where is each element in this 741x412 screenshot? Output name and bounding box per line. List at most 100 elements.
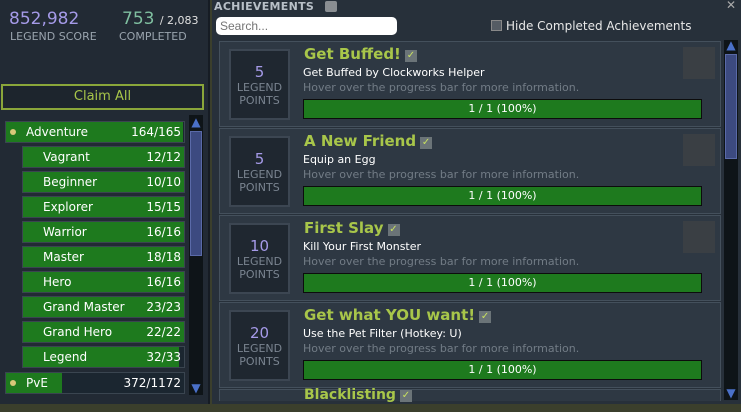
category-master[interactable]: Master 18/18 [22,246,185,268]
scroll-up-icon[interactable]: ▲ [191,115,201,129]
legend-points-box: 5 LEGEND POINTS [229,49,290,120]
legend-points-box: 5 LEGEND POINTS [229,136,290,207]
achievement-hint: Hover over the progress bar for more inf… [303,168,580,181]
scroll-up-icon[interactable]: ▲ [726,38,736,52]
egg-icon [683,47,715,79]
bullet-icon [10,129,16,135]
category-label: Vagrant [43,150,90,164]
achievement-hint: Hover over the progress bar for more inf… [303,255,580,268]
category-beginner[interactable]: Beginner 10/10 [22,171,185,193]
category-progress-fill [23,147,184,167]
category-count: 22/22 [146,325,181,339]
title-text: Get Buffed! [304,45,401,63]
claim-all-button[interactable]: Claim All [1,84,204,110]
progress-bar[interactable]: 1 / 1 (100%) [303,273,702,293]
category-progress-fill [23,172,184,192]
achievement-description: Get Buffed by Clockworks Helper [303,66,485,79]
completed-value: 753 / 2,083 [122,9,199,29]
achievement-title: Get Buffed! ✓ [304,45,417,63]
category-count: 32/33 [146,350,181,364]
category-count: 164/165 [131,125,181,139]
category-hero[interactable]: Hero 16/16 [22,271,185,293]
legend-points-box: 20 LEGEND POINTS [229,310,290,381]
achievement-title: Get what YOU want! ✓ [304,306,492,324]
category-grand-master[interactable]: Grand Master 23/23 [22,296,185,318]
category-progress-fill [23,272,184,292]
achievement-title: A New Friend ✓ [304,132,433,150]
completed-check-icon: ✓ [404,50,417,62]
hide-completed-toggle[interactable]: Hide Completed Achievements [491,19,691,33]
achievement-card: A New Friend ✓ 5 LEGEND POINTS Equip an Egg … [219,128,721,214]
category-label: Beginner [43,175,98,189]
achievement-card: Get what YOU want! ✓ 20 LEGEND POINTS Use th… [219,302,721,388]
category-progress-fill [23,347,180,367]
completed-check-icon: ✓ [387,224,400,236]
progress-bar[interactable]: 1 / 1 (100%) [303,186,702,206]
completed-check-icon: ✓ [399,390,412,402]
category-label: Hero [43,275,72,289]
search-input[interactable] [216,17,397,35]
hide-completed-label: Hide Completed Achievements [506,19,692,33]
category-warrior[interactable]: Warrior 16/16 [22,221,185,243]
scrollbar-thumb[interactable] [190,131,202,256]
category-progress-fill [23,247,184,267]
achievement-card: Blacklisting ✓ [219,387,721,403]
progress-bar[interactable]: 1 / 1 (100%) [303,99,702,119]
category-grand-hero[interactable]: Grand Hero 22/22 [22,321,185,343]
achievement-hint: Hover over the progress bar for more inf… [303,81,580,94]
achievement-hint: Hover over the progress bar for more inf… [303,342,580,355]
points-label: POINTS [239,355,280,368]
category-label: Legend [43,350,88,364]
category-legend[interactable]: Legend 32/33 [22,346,185,368]
category-progress-fill [6,122,183,142]
category-adventure[interactable]: Adventure 164/165 [5,121,185,143]
progress-bar[interactable]: 1 / 1 (100%) [303,360,702,380]
category-pve[interactable]: PvE 372/1172 [5,372,185,394]
completed-count: 753 [122,9,155,29]
points-value: 10 [249,237,270,255]
scrollbar-thumb[interactable] [725,54,737,159]
scroll-down-icon[interactable]: ▼ [191,381,201,395]
points-label: LEGEND [236,81,283,94]
title-text: Blacklisting [304,387,396,403]
achievements-panel: ACHIEVEMENTS ✕ Hide Completed Achievemen… [212,0,741,404]
category-count: 23/23 [146,300,181,314]
category-label: Explorer [43,200,93,214]
title-text: Get what YOU want! [304,306,476,324]
categories-panel: 852,982 LEGEND SCORE 753 / 2,083 COMPLET… [0,0,210,404]
category-count: 15/15 [146,200,181,214]
category-label: Adventure [26,125,89,139]
achievement-scrollbar[interactable]: ▲ ▼ [724,38,738,400]
title-text: A New Friend [304,132,417,150]
category-progress-fill [23,222,184,242]
category-scrollbar[interactable]: ▲ ▼ [189,115,203,395]
completed-check-icon: ✓ [479,311,492,323]
completed-label: COMPLETED [119,30,187,43]
points-value: 5 [254,150,265,168]
points-label: POINTS [239,181,280,194]
category-count: 12/12 [146,150,181,164]
bullet-icon [10,380,16,386]
points-label: LEGEND [236,342,283,355]
completed-check-icon: ✓ [420,137,433,149]
achievement-description: Kill Your First Monster [303,240,422,253]
category-vagrant[interactable]: Vagrant 12/12 [22,146,185,168]
category-progress-fill [23,297,184,317]
category-count: 16/16 [146,225,181,239]
category-count: 372/1172 [123,376,182,390]
category-progress-fill [23,197,184,217]
panel-title: ACHIEVEMENTS [214,0,315,13]
category-explorer[interactable]: Explorer 15/15 [22,196,185,218]
category-label: Master [43,250,84,264]
checkbox[interactable] [491,20,502,31]
category-progress-fill [6,373,63,393]
points-value: 5 [254,63,265,81]
pet-icon [683,134,715,166]
total-count: / 2,083 [159,14,199,27]
close-icon[interactable]: ✕ [726,0,737,12]
scroll-down-icon[interactable]: ▼ [726,386,736,400]
category-label: Grand Hero [43,325,113,339]
category-count: 16/16 [146,275,181,289]
points-label: POINTS [239,268,280,281]
achievement-card: Get Buffed! ✓ 5 LEGEND POINTS Get Buffed by … [219,41,721,127]
